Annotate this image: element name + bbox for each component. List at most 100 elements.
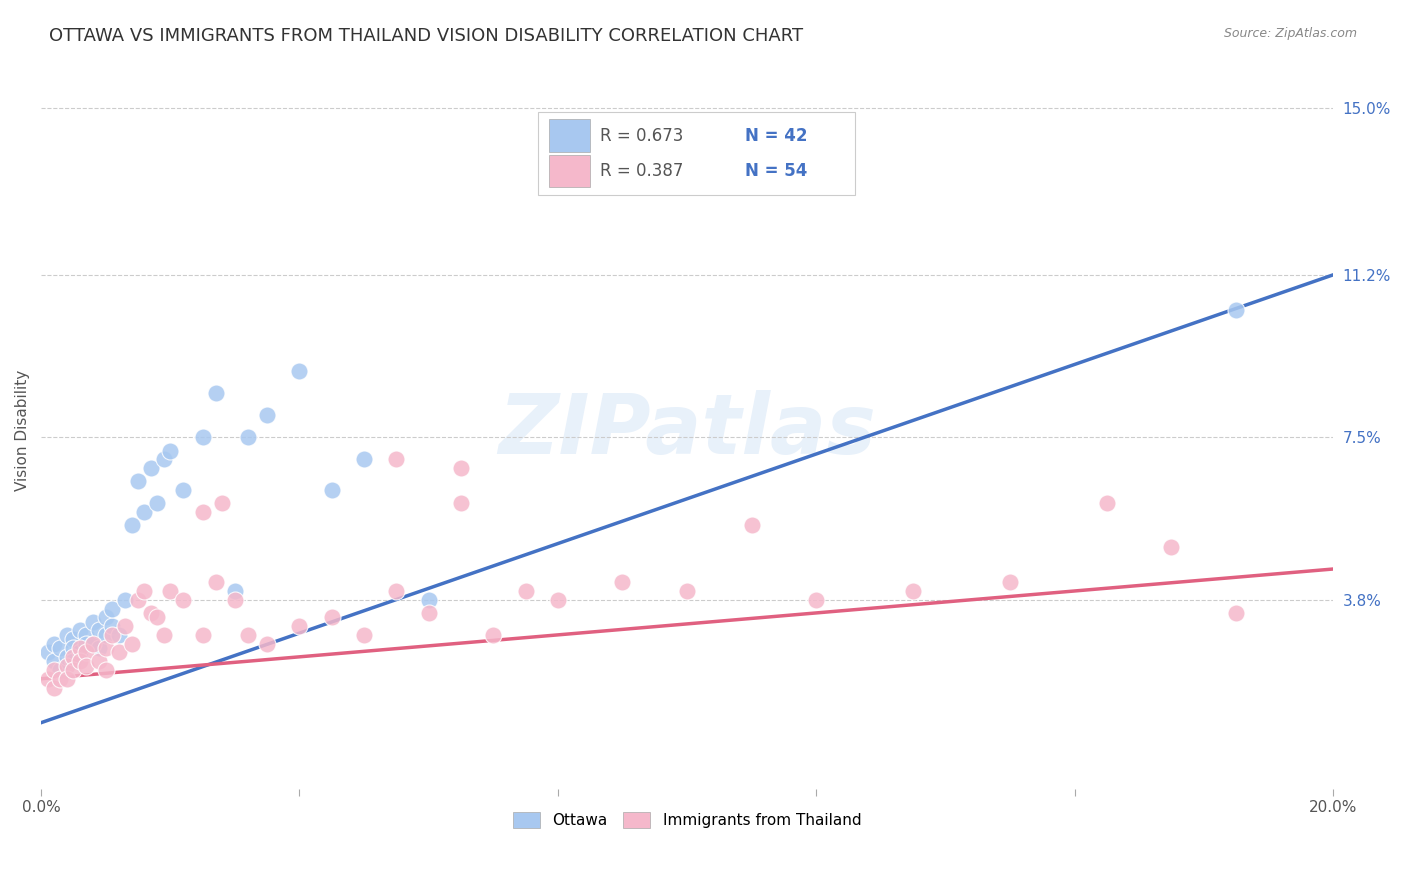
Point: [159, 584, 181, 599]
Point: [153, 452, 176, 467]
Point: [107, 645, 129, 659]
Text: R = 0.673: R = 0.673: [600, 127, 683, 145]
Point: [547, 592, 569, 607]
Point: [101, 619, 124, 633]
Point: [288, 619, 311, 633]
Point: [69, 624, 91, 638]
Point: [353, 452, 375, 467]
FancyBboxPatch shape: [548, 120, 591, 153]
Point: [82, 637, 104, 651]
Point: [1225, 606, 1247, 620]
Point: [418, 606, 440, 620]
Point: [901, 584, 924, 599]
Point: [89, 624, 111, 638]
Point: [288, 364, 311, 378]
Point: [69, 645, 91, 659]
Text: ZIPatlas: ZIPatlas: [498, 391, 876, 471]
Text: N = 54: N = 54: [745, 162, 807, 180]
Point: [127, 475, 149, 489]
Point: [385, 452, 408, 467]
Point: [998, 575, 1021, 590]
Point: [321, 483, 343, 497]
FancyBboxPatch shape: [548, 154, 591, 187]
Text: OTTAWA VS IMMIGRANTS FROM THAILAND VISION DISABILITY CORRELATION CHART: OTTAWA VS IMMIGRANTS FROM THAILAND VISIO…: [49, 27, 803, 45]
Point: [1095, 496, 1118, 510]
Point: [204, 575, 226, 590]
Point: [450, 496, 472, 510]
Point: [37, 672, 59, 686]
Point: [62, 654, 84, 668]
Point: [42, 637, 65, 651]
Point: [482, 628, 505, 642]
Point: [94, 641, 117, 656]
Point: [450, 461, 472, 475]
Point: [94, 628, 117, 642]
Point: [211, 496, 233, 510]
Point: [42, 663, 65, 677]
Point: [101, 628, 124, 642]
Point: [612, 575, 634, 590]
Point: [49, 663, 72, 677]
Point: [121, 518, 143, 533]
Point: [146, 496, 169, 510]
Point: [75, 645, 97, 659]
Point: [321, 610, 343, 624]
Point: [69, 654, 91, 668]
Point: [56, 672, 79, 686]
Point: [146, 610, 169, 624]
Point: [159, 443, 181, 458]
Point: [89, 641, 111, 656]
Point: [75, 658, 97, 673]
Point: [385, 584, 408, 599]
Point: [49, 672, 72, 686]
Point: [191, 628, 214, 642]
Point: [62, 663, 84, 677]
Point: [42, 654, 65, 668]
Point: [1160, 540, 1182, 554]
Point: [62, 632, 84, 647]
Point: [134, 505, 156, 519]
Point: [62, 641, 84, 656]
Point: [806, 592, 828, 607]
Point: [172, 592, 194, 607]
Point: [127, 592, 149, 607]
Point: [82, 637, 104, 651]
Point: [37, 645, 59, 659]
Point: [56, 658, 79, 673]
Point: [114, 619, 136, 633]
Point: [256, 409, 278, 423]
Point: [121, 637, 143, 651]
Point: [418, 592, 440, 607]
Point: [89, 654, 111, 668]
Point: [139, 461, 162, 475]
Point: [1225, 303, 1247, 318]
Point: [101, 601, 124, 615]
Point: [236, 430, 259, 444]
Point: [153, 628, 176, 642]
Text: Source: ZipAtlas.com: Source: ZipAtlas.com: [1223, 27, 1357, 40]
Point: [94, 610, 117, 624]
Point: [224, 592, 246, 607]
Point: [107, 628, 129, 642]
Point: [56, 649, 79, 664]
Point: [204, 386, 226, 401]
Point: [191, 505, 214, 519]
Point: [224, 584, 246, 599]
Point: [191, 430, 214, 444]
Text: N = 42: N = 42: [745, 127, 807, 145]
Point: [42, 681, 65, 695]
Point: [256, 637, 278, 651]
Point: [75, 628, 97, 642]
Point: [56, 628, 79, 642]
Point: [82, 615, 104, 629]
Point: [62, 649, 84, 664]
Point: [741, 518, 763, 533]
Point: [139, 606, 162, 620]
FancyBboxPatch shape: [538, 112, 855, 194]
Point: [172, 483, 194, 497]
Point: [134, 584, 156, 599]
Text: R = 0.387: R = 0.387: [600, 162, 683, 180]
Point: [49, 641, 72, 656]
Point: [676, 584, 699, 599]
Point: [75, 637, 97, 651]
